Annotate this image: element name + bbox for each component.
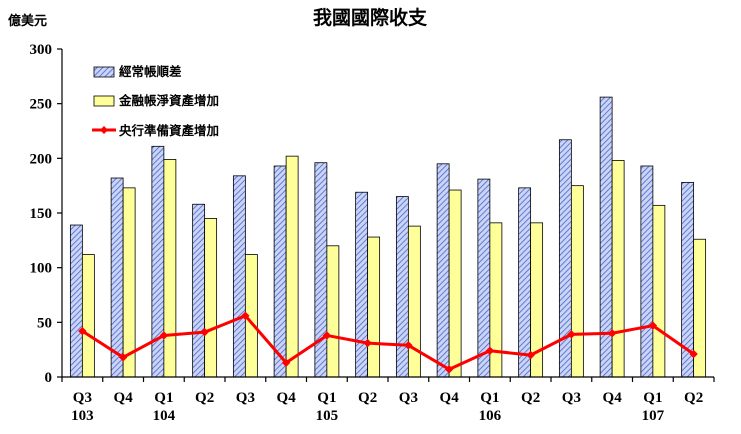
bar-current-account <box>395 196 409 378</box>
bar-financial-account <box>570 185 584 378</box>
reserve-point <box>404 341 413 350</box>
bar-current-account <box>558 139 572 378</box>
x-tick-label: Q3 <box>399 390 418 406</box>
reserve-point <box>526 350 535 360</box>
legend-label-financial-account: 金融帳淨資產增加 <box>118 93 219 108</box>
reserve-point <box>322 331 332 340</box>
reserve-point <box>363 338 372 348</box>
reserve-point <box>485 346 495 355</box>
bar-current-account <box>518 187 532 378</box>
bar-financial-account <box>489 222 503 378</box>
bar-financial-account <box>81 254 95 378</box>
bar-current-account <box>640 165 654 378</box>
bar-current-account <box>273 165 287 378</box>
bar-current-account <box>355 191 369 378</box>
x-tick-label: Q2 <box>521 390 540 406</box>
x-year-label: 106 <box>479 408 502 424</box>
bar-series-group <box>69 96 707 378</box>
x-tick-label: Q4 <box>603 390 623 406</box>
bar-financial-account <box>163 159 177 378</box>
reserve-point <box>444 365 454 374</box>
chart-title: 我國國際收支 <box>313 6 428 29</box>
bar-current-account <box>436 163 450 378</box>
legend-label-current-account: 經常帳順差 <box>119 64 182 79</box>
bar-financial-account <box>367 236 381 378</box>
axes-group <box>57 48 715 382</box>
x-year-label: 104 <box>153 408 176 424</box>
bar-current-account <box>232 175 246 378</box>
reserve-point <box>118 353 128 362</box>
reserve-point <box>648 321 658 330</box>
x-tick-label: Q2 <box>358 390 377 406</box>
reserve-point <box>78 326 87 336</box>
x-tick-label: Q3 <box>73 390 92 406</box>
line-series-group <box>78 311 698 374</box>
bar-financial-account <box>122 187 136 378</box>
reserve-point <box>567 330 576 339</box>
x-tick-label: Q4 <box>440 390 460 406</box>
bar-financial-account <box>326 245 340 378</box>
bar-current-account <box>477 178 491 378</box>
x-tick-label: Q4 <box>277 390 297 406</box>
bar-financial-account <box>611 160 625 378</box>
y-tick-label: 150 <box>30 206 53 222</box>
bar-current-account <box>69 224 83 378</box>
y-tick-label: 0 <box>45 370 53 386</box>
y-tick-label: 200 <box>30 151 53 167</box>
x-tick-label: Q3 <box>236 390 255 406</box>
x-tick-label: Q2 <box>684 390 703 406</box>
x-tick-label: Q2 <box>195 390 214 406</box>
y-tick-label: 250 <box>30 97 53 113</box>
y-tick-label: 50 <box>37 315 52 331</box>
bar-current-account <box>110 177 124 378</box>
x-tick-label: Q1 <box>154 390 173 406</box>
x-year-label: 105 <box>316 408 339 424</box>
x-year-label: 107 <box>642 408 665 424</box>
x-tick-label: Q1 <box>317 390 336 406</box>
bar-financial-account <box>652 204 666 378</box>
bar-current-account <box>314 162 328 378</box>
x-tick-label: Q3 <box>562 390 581 406</box>
tick-labels-group: 0 50 100 150 200 250 300 Q3 103 Q4 Q1 104 Q2 Q3 Q4 Q1 10… <box>30 42 704 424</box>
y-tick-label: 300 <box>30 42 53 58</box>
reserve-line <box>81 314 695 371</box>
reserve-point <box>159 331 169 340</box>
reserve-point <box>689 349 698 359</box>
reserve-point <box>607 329 617 338</box>
x-year-label: 103 <box>71 408 94 424</box>
x-tick-label: Q1 <box>643 390 662 406</box>
legend-swatch-reserve-marker <box>100 126 108 134</box>
reserve-point <box>281 358 291 367</box>
y-axis-unit-label: 億美元 <box>8 13 47 29</box>
legend-label-reserve: 央行準備資產增加 <box>119 123 219 138</box>
x-tick-label: Q4 <box>114 390 134 406</box>
x-tick-label: Q1 <box>480 390 499 406</box>
bar-financial-account <box>285 155 299 378</box>
bar-financial-account <box>204 218 218 378</box>
reserve-point <box>241 311 250 320</box>
bar-financial-account <box>407 225 421 378</box>
y-tick-label: 100 <box>30 261 53 277</box>
legend-swatch-current-account <box>93 66 115 78</box>
bar-current-account <box>192 203 206 378</box>
bar-financial-account <box>448 189 462 378</box>
reserve-point <box>200 327 209 337</box>
legend-swatch-financial-account <box>93 95 115 107</box>
